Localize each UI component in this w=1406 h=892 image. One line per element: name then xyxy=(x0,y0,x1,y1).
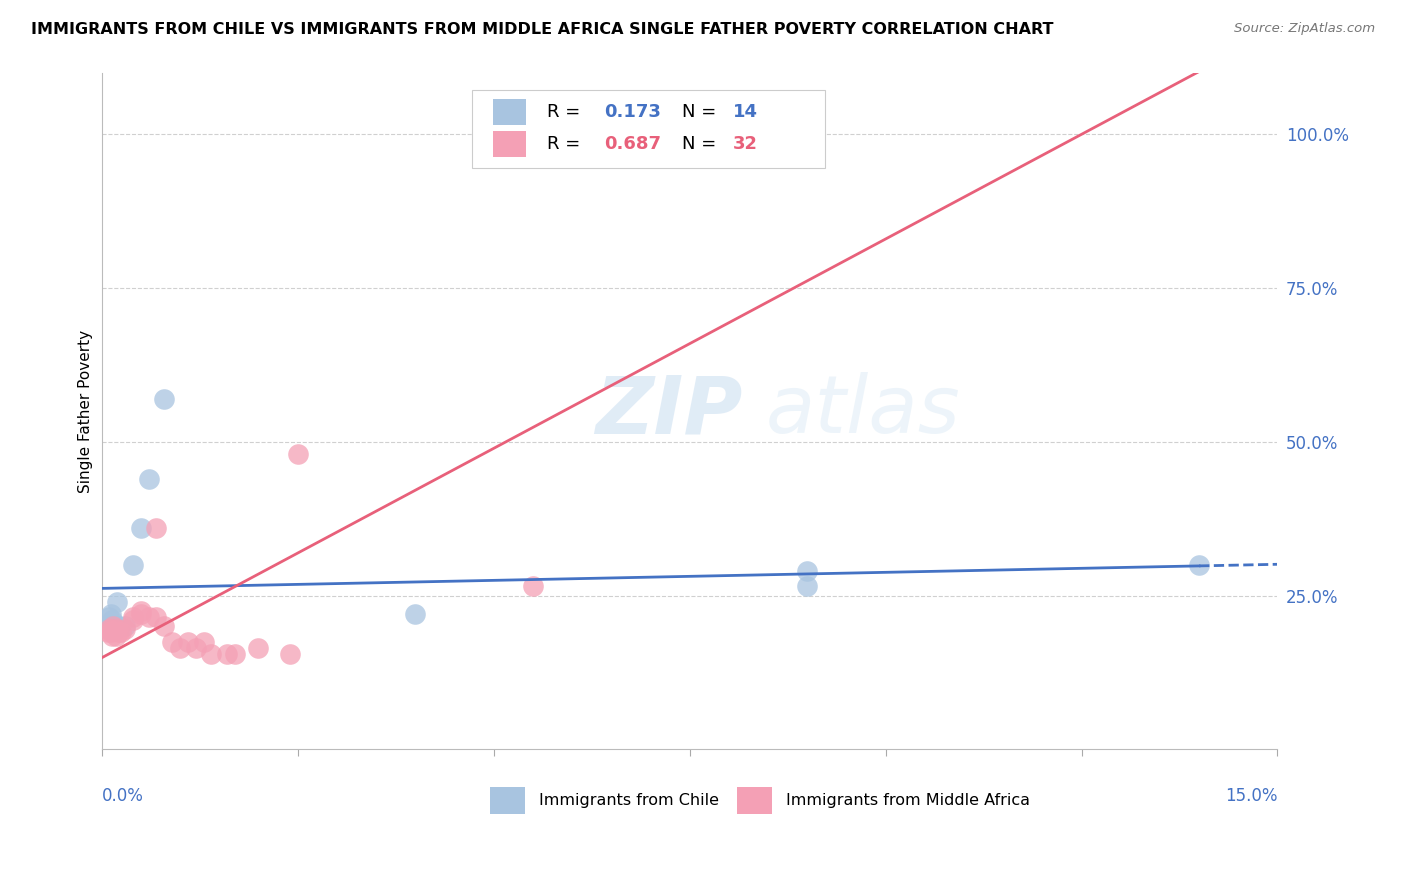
Point xyxy=(796,128,818,142)
Point xyxy=(104,623,127,637)
Point xyxy=(177,634,200,648)
Point xyxy=(122,558,145,572)
Point xyxy=(193,634,215,648)
Point xyxy=(104,629,127,643)
Point xyxy=(122,613,145,627)
Point xyxy=(278,647,301,661)
Point xyxy=(522,579,544,593)
Point xyxy=(200,647,222,661)
Text: 14: 14 xyxy=(733,103,758,121)
Point xyxy=(224,647,246,661)
Text: 0.0%: 0.0% xyxy=(101,787,143,805)
FancyBboxPatch shape xyxy=(472,90,825,168)
Point xyxy=(145,521,167,535)
Point xyxy=(114,623,136,637)
Text: N =: N = xyxy=(682,103,723,121)
Point xyxy=(247,640,270,655)
FancyBboxPatch shape xyxy=(489,787,524,814)
FancyBboxPatch shape xyxy=(494,131,526,157)
Point xyxy=(103,619,125,633)
FancyBboxPatch shape xyxy=(494,99,526,125)
Point xyxy=(129,521,152,535)
Point xyxy=(100,625,122,640)
Point xyxy=(129,607,152,621)
FancyBboxPatch shape xyxy=(737,787,772,814)
Point xyxy=(103,623,125,637)
Point xyxy=(97,625,120,640)
Point xyxy=(287,447,309,461)
Point xyxy=(215,647,238,661)
Point xyxy=(108,625,131,640)
Point xyxy=(160,634,183,648)
Text: IMMIGRANTS FROM CHILE VS IMMIGRANTS FROM MIDDLE AFRICA SINGLE FATHER POVERTY COR: IMMIGRANTS FROM CHILE VS IMMIGRANTS FROM… xyxy=(31,22,1053,37)
Point xyxy=(114,619,136,633)
Text: Immigrants from Middle Africa: Immigrants from Middle Africa xyxy=(786,792,1031,807)
Point xyxy=(122,610,145,624)
Point xyxy=(169,640,191,655)
Point xyxy=(100,607,122,621)
Point xyxy=(184,640,207,655)
Text: ZIP: ZIP xyxy=(596,372,742,450)
Point xyxy=(103,623,125,637)
Point xyxy=(98,623,121,637)
Text: N =: N = xyxy=(682,135,723,153)
Text: 32: 32 xyxy=(733,135,758,153)
Point xyxy=(103,619,125,633)
Text: 0.687: 0.687 xyxy=(603,135,661,153)
Text: atlas: atlas xyxy=(766,372,960,450)
Point xyxy=(98,610,121,624)
Point xyxy=(153,392,176,406)
Text: Immigrants from Chile: Immigrants from Chile xyxy=(538,792,718,807)
Point xyxy=(138,472,160,486)
Point xyxy=(796,564,818,578)
Text: 15.0%: 15.0% xyxy=(1225,787,1278,805)
Point xyxy=(153,619,176,633)
Point xyxy=(129,604,152,618)
Text: Source: ZipAtlas.com: Source: ZipAtlas.com xyxy=(1234,22,1375,36)
Point xyxy=(1188,558,1211,572)
Point xyxy=(110,625,132,640)
Text: R =: R = xyxy=(547,103,586,121)
Point xyxy=(108,619,131,633)
Point xyxy=(145,610,167,624)
Y-axis label: Single Father Poverty: Single Father Poverty xyxy=(79,329,93,492)
Point xyxy=(138,610,160,624)
Text: R =: R = xyxy=(547,135,586,153)
Point xyxy=(796,579,818,593)
Point xyxy=(105,623,128,637)
Point xyxy=(101,629,124,643)
Text: 0.173: 0.173 xyxy=(603,103,661,121)
Point xyxy=(404,607,426,621)
Point xyxy=(97,623,120,637)
Point xyxy=(101,613,124,627)
Point xyxy=(105,595,128,609)
